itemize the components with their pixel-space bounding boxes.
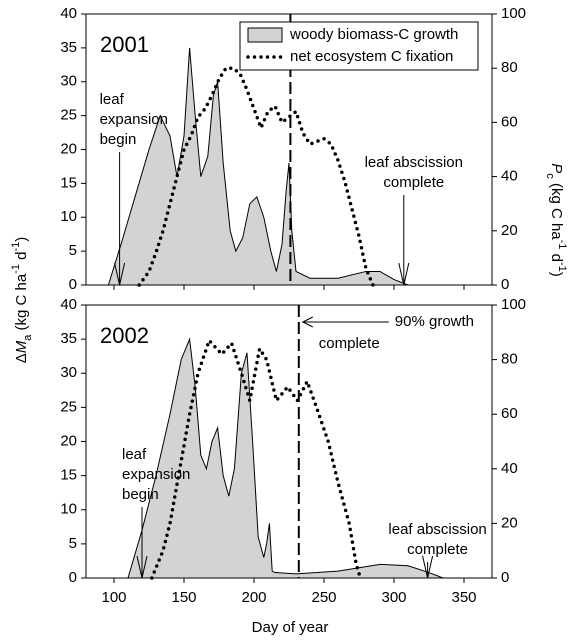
y2-tick-label: 80 bbox=[501, 59, 518, 76]
annotation: leaf abscission bbox=[388, 521, 486, 538]
label-part: -1 bbox=[10, 264, 22, 274]
label-part: a bbox=[22, 334, 34, 341]
x-tick-label: 150 bbox=[171, 589, 196, 606]
arrow-head bbox=[422, 555, 434, 579]
y-tick-label: 25 bbox=[60, 398, 77, 415]
annotation: complete bbox=[319, 335, 380, 352]
legend-label: woody biomass-C growth bbox=[289, 26, 458, 43]
label-part: Δ bbox=[13, 353, 30, 363]
y2-tick-label: 60 bbox=[501, 405, 518, 422]
y-tick-label: 15 bbox=[60, 467, 77, 484]
y2-tick-label: 100 bbox=[501, 5, 526, 22]
annotation: complete bbox=[383, 174, 444, 191]
y-tick-label: 10 bbox=[60, 208, 77, 225]
y2-tick-label: 0 bbox=[501, 276, 509, 293]
label-part: -1 bbox=[10, 242, 22, 252]
y2-tick-label: 100 bbox=[501, 296, 526, 313]
panel-title: 2002 bbox=[100, 323, 149, 348]
y-tick-label: 0 bbox=[69, 276, 77, 293]
y-tick-label: 40 bbox=[60, 296, 77, 313]
y2-tick-label: 0 bbox=[501, 569, 509, 586]
label-part: P bbox=[548, 163, 565, 173]
area bbox=[127, 337, 444, 579]
label-part: -1 bbox=[556, 262, 568, 272]
x-tick-label: 100 bbox=[101, 589, 126, 606]
label-part: -1 bbox=[556, 240, 568, 250]
y-tick-label: 40 bbox=[60, 5, 77, 22]
x-tick-label: 300 bbox=[381, 589, 406, 606]
annotation: begin bbox=[100, 131, 137, 148]
label-part: d bbox=[13, 251, 30, 264]
arrow-head bbox=[114, 262, 126, 286]
line bbox=[137, 66, 375, 287]
line bbox=[150, 337, 363, 580]
y-tick-label: 30 bbox=[60, 364, 77, 381]
annotation: begin bbox=[122, 486, 159, 503]
arrow-head bbox=[398, 262, 410, 286]
label-part: ) bbox=[548, 272, 565, 277]
area bbox=[107, 47, 409, 286]
label-part: c bbox=[544, 173, 556, 179]
y-tick-label: 0 bbox=[69, 569, 77, 586]
y-tick-label: 5 bbox=[69, 535, 77, 552]
y-tick-label: 35 bbox=[60, 330, 77, 347]
y2-tick-label: 20 bbox=[501, 514, 518, 531]
y-tick-label: 25 bbox=[60, 107, 77, 124]
label-part: (kg C ha bbox=[13, 273, 30, 335]
legend-label: net ecosystem C fixation bbox=[290, 48, 453, 65]
x-tick-label: 350 bbox=[451, 589, 476, 606]
y-tick-label: 5 bbox=[69, 242, 77, 259]
x-axis-label: Day of year bbox=[252, 619, 329, 636]
y2-tick-label: 20 bbox=[501, 222, 518, 239]
annotation: expansion bbox=[122, 466, 190, 483]
y-tick-label: 30 bbox=[60, 73, 77, 90]
y2-tick-label: 40 bbox=[501, 168, 518, 185]
axis-label: Pc (kg C ha-1 d-1) bbox=[544, 163, 568, 276]
x-tick-label: 200 bbox=[241, 589, 266, 606]
label-part: M bbox=[13, 340, 30, 353]
annotation: 90% growth bbox=[395, 313, 474, 330]
label-part: d bbox=[548, 249, 565, 262]
x-tick-label: 250 bbox=[311, 589, 336, 606]
axis-label: ΔMa (kg C ha-1 d-1) bbox=[10, 237, 34, 364]
y-tick-label: 20 bbox=[60, 432, 77, 449]
label-part: ) bbox=[13, 237, 30, 242]
arrow-head bbox=[136, 555, 148, 579]
annotation: leaf bbox=[122, 446, 147, 463]
y2-tick-label: 60 bbox=[501, 113, 518, 130]
y2-tick-label: 80 bbox=[501, 351, 518, 368]
y-tick-label: 15 bbox=[60, 174, 77, 191]
y2-tick-label: 40 bbox=[501, 460, 518, 477]
arrow-head bbox=[301, 316, 314, 328]
legend-swatch bbox=[247, 27, 283, 43]
label-part: (kg C ha bbox=[548, 179, 565, 241]
annotation: leaf abscission bbox=[365, 154, 463, 171]
annotation: complete bbox=[407, 541, 468, 558]
y-tick-label: 20 bbox=[60, 140, 77, 157]
y-tick-label: 10 bbox=[60, 501, 77, 518]
annotation: expansion bbox=[100, 111, 168, 128]
annotation: leaf bbox=[100, 91, 125, 108]
panel-title: 2001 bbox=[100, 32, 149, 57]
y-tick-label: 35 bbox=[60, 39, 77, 56]
